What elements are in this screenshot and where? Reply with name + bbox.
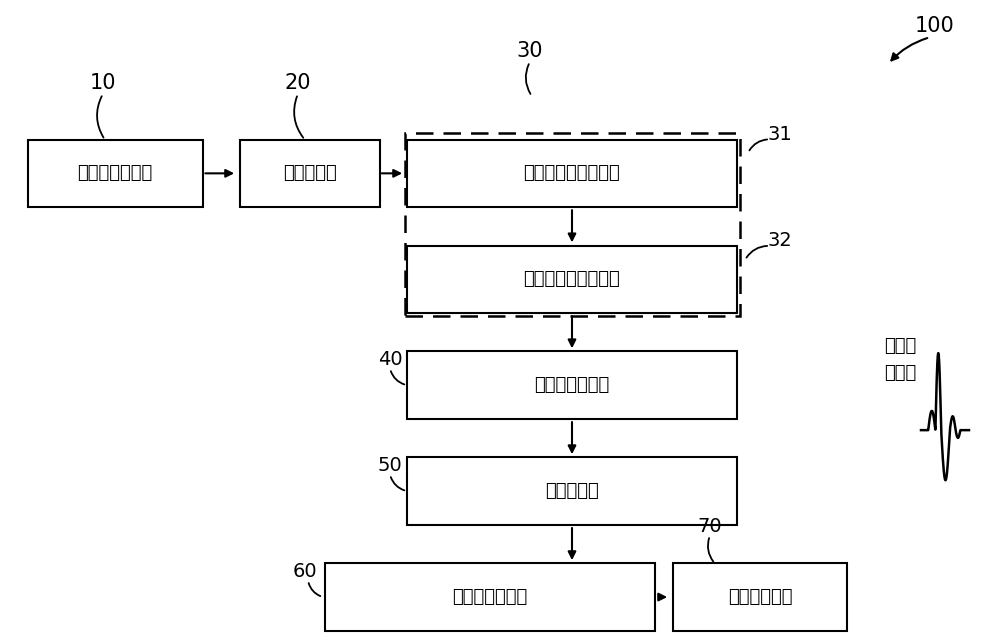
FancyBboxPatch shape	[240, 140, 380, 207]
Text: 70: 70	[698, 517, 722, 536]
Text: 10: 10	[90, 73, 116, 94]
FancyBboxPatch shape	[325, 564, 655, 630]
Text: 50: 50	[378, 456, 402, 475]
Text: 31: 31	[768, 125, 792, 144]
FancyBboxPatch shape	[407, 246, 737, 313]
FancyBboxPatch shape	[28, 140, 202, 207]
Text: 第一脉宽压缩器: 第一脉宽压缩器	[534, 376, 610, 394]
Text: 高频太
赫兹波: 高频太 赫兹波	[884, 337, 916, 382]
FancyBboxPatch shape	[672, 564, 847, 630]
Text: 第二级前置放大光路: 第二级前置放大光路	[524, 270, 620, 288]
Text: 脉宽展宽器: 脉宽展宽器	[283, 164, 337, 182]
Text: 第二脉宽压缩器: 第二脉宽压缩器	[452, 588, 528, 606]
Text: 100: 100	[915, 15, 955, 36]
Text: 60: 60	[293, 562, 317, 581]
Text: 脉冲激光振荡器: 脉冲激光振荡器	[77, 164, 153, 182]
Text: 32: 32	[768, 231, 792, 250]
Text: 主放大光路: 主放大光路	[545, 482, 599, 500]
FancyBboxPatch shape	[407, 352, 737, 419]
Text: 硒化镓晶体片: 硒化镓晶体片	[728, 588, 792, 606]
FancyBboxPatch shape	[407, 457, 737, 525]
Text: 20: 20	[285, 73, 311, 94]
FancyBboxPatch shape	[407, 140, 737, 207]
Text: 第一级前置放大光路: 第一级前置放大光路	[524, 164, 620, 182]
Text: 40: 40	[378, 350, 402, 369]
Text: 30: 30	[517, 41, 543, 62]
